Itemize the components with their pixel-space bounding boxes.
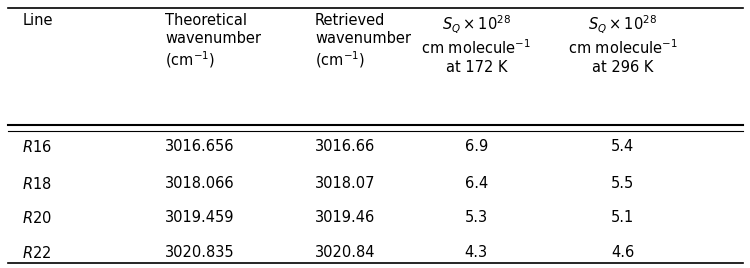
Text: Retrieved
wavenumber
(cm$^{-1}$): Retrieved wavenumber (cm$^{-1}$) bbox=[315, 13, 411, 70]
Text: $R$16: $R$16 bbox=[22, 139, 53, 155]
Text: 3019.46: 3019.46 bbox=[315, 210, 375, 225]
Text: 3020.835: 3020.835 bbox=[165, 245, 235, 260]
Text: 3016.66: 3016.66 bbox=[315, 139, 375, 154]
Text: 6.9: 6.9 bbox=[464, 139, 488, 154]
Text: 3019.459: 3019.459 bbox=[165, 210, 235, 225]
Text: $S_Q \times 10^{28}$
cm molecule$^{-1}$
at 172 K: $S_Q \times 10^{28}$ cm molecule$^{-1}$ … bbox=[422, 13, 531, 75]
Text: 3016.656: 3016.656 bbox=[165, 139, 235, 154]
Text: 5.3: 5.3 bbox=[465, 210, 488, 225]
Text: 3018.066: 3018.066 bbox=[165, 176, 235, 191]
Text: 5.1: 5.1 bbox=[610, 210, 634, 225]
Text: $S_Q \times 10^{28}$
cm molecule$^{-1}$
at 296 K: $S_Q \times 10^{28}$ cm molecule$^{-1}$ … bbox=[568, 13, 677, 75]
Text: 5.4: 5.4 bbox=[610, 139, 634, 154]
Text: 3020.84: 3020.84 bbox=[315, 245, 376, 260]
Text: $R$18: $R$18 bbox=[22, 176, 53, 192]
Text: 4.3: 4.3 bbox=[465, 245, 488, 260]
Text: 5.5: 5.5 bbox=[610, 176, 634, 191]
Text: $R$20: $R$20 bbox=[22, 210, 53, 226]
Text: 3018.07: 3018.07 bbox=[315, 176, 376, 191]
Text: 4.6: 4.6 bbox=[610, 245, 634, 260]
Text: Theoretical
wavenumber
(cm$^{-1}$): Theoretical wavenumber (cm$^{-1}$) bbox=[165, 13, 261, 70]
Text: 6.4: 6.4 bbox=[464, 176, 488, 191]
Text: Line: Line bbox=[22, 13, 53, 28]
Text: $R$22: $R$22 bbox=[22, 245, 52, 261]
